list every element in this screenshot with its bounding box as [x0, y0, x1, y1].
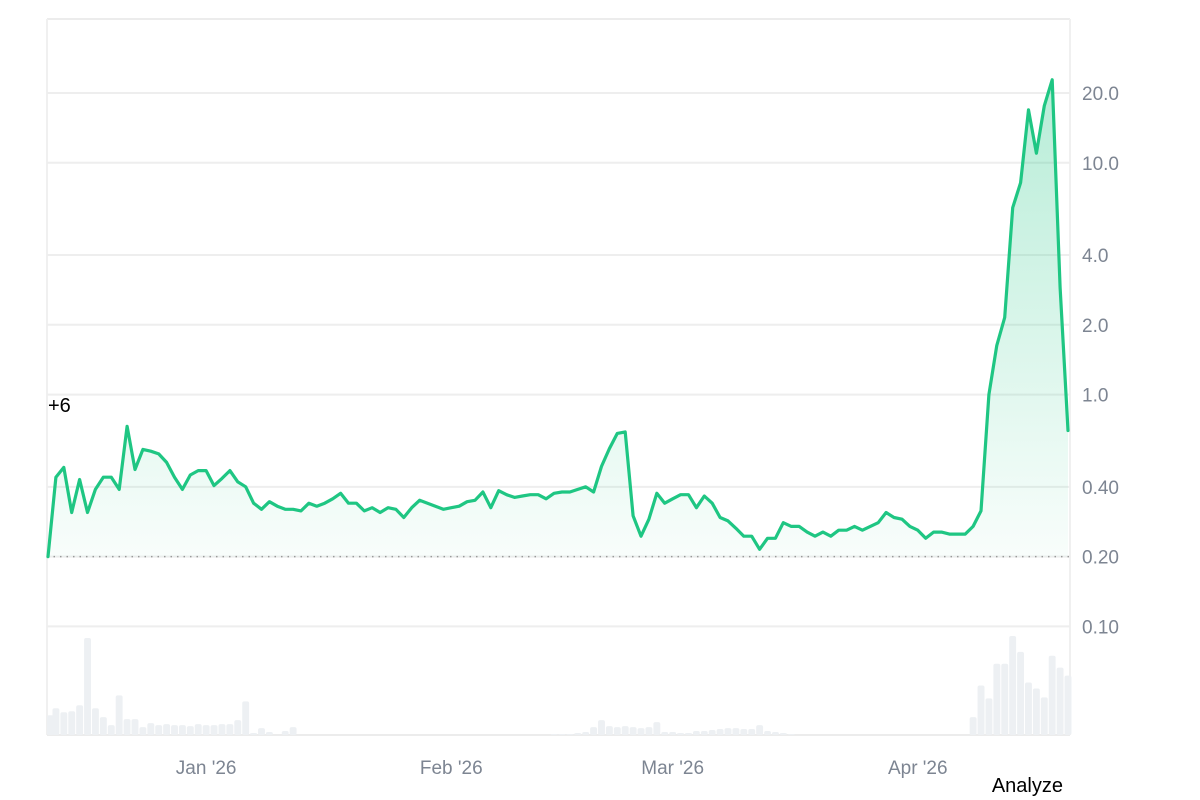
volume-bar	[218, 724, 226, 735]
volume-bar	[210, 725, 218, 735]
area-path	[48, 79, 1068, 557]
volume-bar	[107, 725, 115, 735]
volume-bar	[226, 724, 234, 735]
volume-bar	[740, 729, 748, 735]
volume-bar	[1040, 697, 1048, 735]
volume-bar	[629, 727, 637, 735]
volume-bar	[1032, 688, 1040, 735]
volume-bar	[787, 734, 795, 735]
volume-bar	[993, 663, 1001, 735]
volume-bar	[566, 734, 574, 735]
volume-bar	[234, 720, 242, 735]
volume-bar	[178, 725, 186, 735]
volume-bar	[91, 708, 99, 735]
volume-bar	[1048, 655, 1056, 735]
price-line	[46, 78, 1070, 559]
y-tick-label: 10.0	[1082, 154, 1119, 175]
volume-bar	[669, 732, 677, 735]
volume-bar	[281, 731, 289, 735]
x-tick-label: Feb '26	[420, 758, 483, 779]
volume-bar	[756, 725, 764, 735]
volume-bar	[708, 730, 716, 735]
volume-bar	[764, 731, 771, 735]
volume-bar	[582, 732, 590, 735]
volume-bar	[1009, 636, 1017, 735]
volume-bar	[242, 701, 250, 735]
volume-bar	[969, 717, 977, 735]
y-tick-label: 20.0	[1082, 84, 1119, 105]
volume-bar	[590, 727, 598, 735]
y-tick-label: 0.10	[1082, 617, 1119, 638]
volume-bars	[47, 636, 1072, 735]
y-tick-label: 0.40	[1082, 478, 1119, 499]
volume-bar	[258, 728, 265, 735]
x-tick-label: Mar '26	[641, 758, 704, 779]
volume-bar	[131, 719, 139, 735]
volume-bar	[155, 725, 163, 735]
volume-bar	[1056, 667, 1064, 735]
analyze-button[interactable]: Analyze	[991, 775, 1063, 797]
y-tick-label: 0.20	[1082, 548, 1119, 569]
volume-bar	[716, 729, 724, 735]
volume-bar	[558, 734, 566, 735]
volume-bar	[598, 720, 605, 735]
volume-bar	[685, 733, 692, 735]
volume-bar	[779, 733, 787, 735]
volume-bar	[52, 708, 60, 735]
volume-bar	[1064, 675, 1072, 735]
volume-bar	[637, 728, 645, 735]
volume-bar	[186, 726, 194, 735]
volume-bar	[605, 726, 613, 735]
volume-bar	[645, 727, 653, 735]
y-tick-label: 1.0	[1082, 386, 1108, 407]
volume-bar	[84, 637, 91, 735]
volume-bar	[123, 719, 131, 735]
volume-bar	[661, 732, 669, 735]
x-tick-label: Apr '26	[888, 758, 948, 779]
volume-bar	[1017, 651, 1025, 735]
volume-bar	[574, 733, 582, 735]
volume-bar	[613, 727, 621, 735]
volume-bar	[68, 711, 76, 735]
volume-bar	[621, 726, 629, 735]
volume-bar	[171, 725, 178, 735]
volume-bar	[724, 728, 732, 735]
volume-bar	[250, 733, 258, 735]
volume-bar	[265, 732, 273, 735]
volume-bar	[47, 715, 54, 735]
x-tick-label: Jan '26	[176, 758, 237, 779]
volume-bar	[1001, 663, 1009, 735]
volume-bar	[771, 732, 779, 735]
volume-bar	[653, 722, 661, 735]
volume-bar	[748, 729, 756, 735]
area-fill	[48, 79, 1068, 557]
volume-bar	[99, 717, 107, 735]
volume-bar	[550, 734, 558, 735]
volume-bar	[985, 698, 993, 735]
volume-bar	[194, 724, 202, 735]
plot-frame	[46, 18, 1071, 736]
volume-bar	[147, 723, 155, 735]
volume-bar	[289, 727, 297, 735]
volume-bar	[977, 685, 985, 735]
volume-bar	[1025, 682, 1032, 735]
volume-bar	[732, 728, 740, 735]
volume-bar	[139, 727, 147, 735]
change-annotation: +6	[48, 395, 71, 417]
volume-bar	[700, 731, 708, 735]
x-axis-ticks: Jan '26 Feb '26 Mar '26 Apr '26	[176, 758, 948, 779]
y-axis-ticks: 20.0 10.0 4.0 2.0 1.0 0.40 0.20 0.10	[1082, 84, 1119, 638]
volume-bar	[677, 733, 685, 735]
volume-bar	[163, 724, 171, 735]
volume-bar	[115, 695, 123, 735]
volume-bar	[60, 712, 68, 735]
y-tick-label: 2.0	[1082, 316, 1108, 337]
volume-bar	[202, 725, 210, 735]
volume-bar	[76, 705, 84, 735]
price-line-path	[46, 78, 1070, 559]
volume-bar	[692, 731, 700, 735]
y-tick-label: 4.0	[1082, 246, 1108, 267]
